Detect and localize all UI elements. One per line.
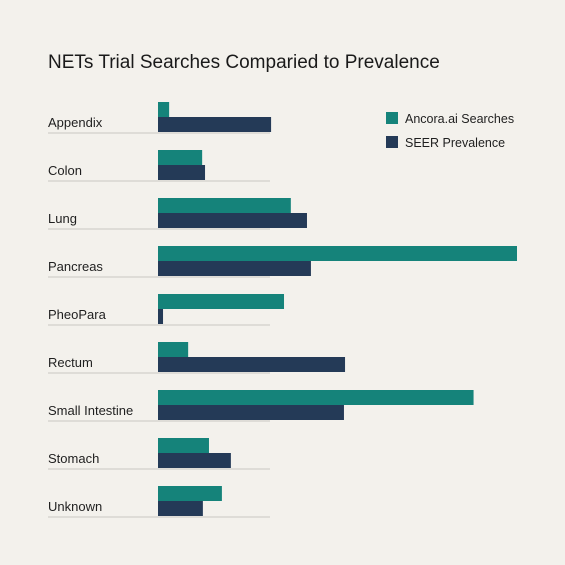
bar-pancreas-searches (158, 246, 517, 261)
bar-stomach-prevalence (158, 453, 231, 468)
legend-label-prevalence: SEER Prevalence (405, 136, 505, 150)
category-label-pancreas: Pancreas (48, 259, 103, 274)
bar-unknown-searches (158, 486, 222, 501)
legend-swatch-searches (386, 112, 398, 124)
category-label-lung: Lung (48, 211, 77, 226)
bar-lung-prevalence (158, 213, 307, 228)
bar-stomach-searches (158, 438, 209, 453)
category-label-small-intestine: Small Intestine (48, 403, 133, 418)
bar-small-intestine-searches (158, 390, 474, 405)
category-label-pheopara: PheoPara (48, 307, 107, 322)
bar-colon-searches (158, 150, 203, 165)
bar-appendix-searches (158, 102, 170, 117)
legend-swatch-prevalence (386, 136, 398, 148)
category-label-unknown: Unknown (48, 499, 102, 514)
chart-legend: Ancora.ai Searches SEER Prevalence (386, 112, 514, 150)
bar-appendix-prevalence (158, 117, 272, 132)
category-label-rectum: Rectum (48, 355, 93, 370)
bar-unknown-prevalence (158, 501, 203, 516)
bar-pheopara-searches (158, 294, 285, 309)
bar-colon-prevalence (158, 165, 206, 180)
category-label-colon: Colon (48, 163, 82, 178)
chart-title: NETs Trial Searches Comparied to Prevale… (48, 52, 440, 73)
chart-rows: Appendix Colon Lung Pancreas PheoPara Rectum S… (48, 102, 517, 518)
bar-lung-searches (158, 198, 291, 213)
bar-rectum-prevalence (158, 357, 346, 372)
category-label-stomach: Stomach (48, 451, 99, 466)
bar-pheopara-prevalence (158, 309, 164, 324)
category-label-appendix: Appendix (48, 115, 103, 130)
legend-label-searches: Ancora.ai Searches (405, 112, 514, 126)
bar-small-intestine-prevalence (158, 405, 344, 420)
bar-rectum-searches (158, 342, 189, 357)
bar-pancreas-prevalence (158, 261, 311, 276)
